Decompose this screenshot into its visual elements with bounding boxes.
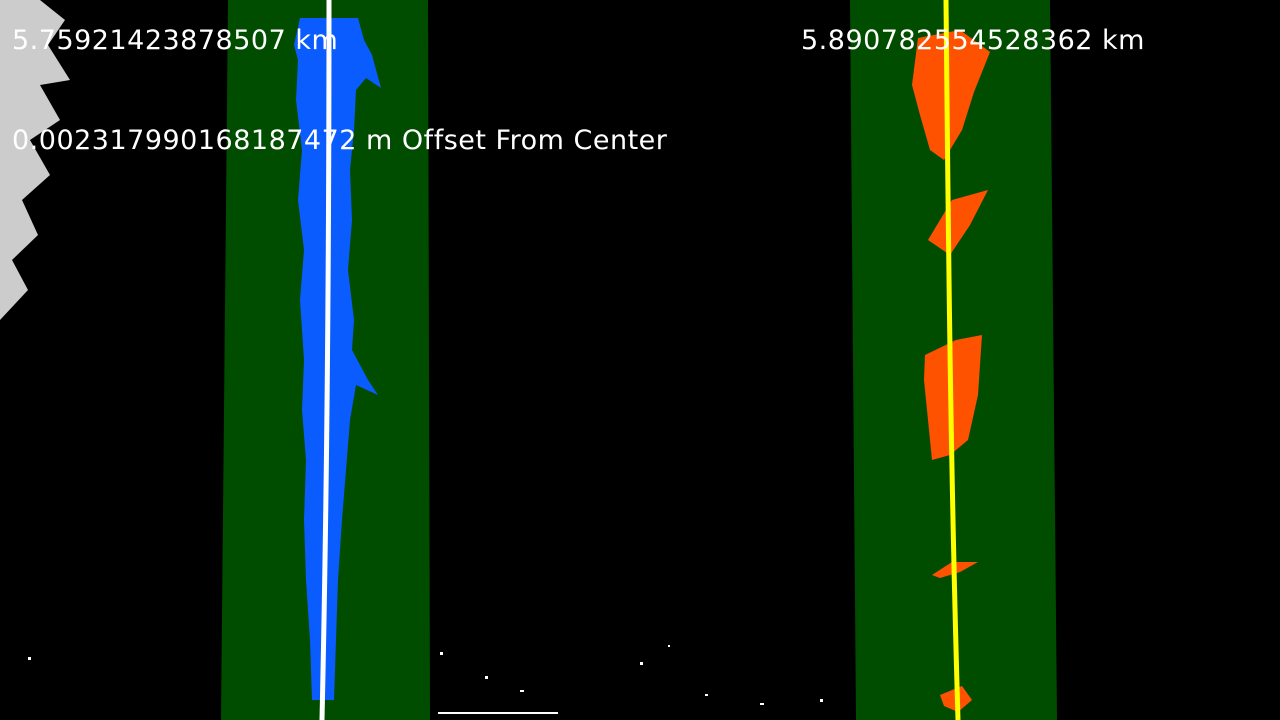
left-lane-fit-line: [319, 0, 332, 720]
left-lane-pixels: [294, 18, 381, 700]
right-lane-curvature: 5.890782554528362 km: [801, 25, 1145, 56]
right-lane-pixels: [912, 30, 990, 712]
left-edge-noise: [0, 0, 70, 320]
bottom-noise: [28, 645, 823, 714]
right-lane-fit-line: [943, 0, 961, 720]
left-lane-curvature: 5.75921423878507 km: [12, 25, 339, 56]
vehicle-center-offset: 0.002317990168187472 m Offset From Cente…: [12, 125, 668, 156]
